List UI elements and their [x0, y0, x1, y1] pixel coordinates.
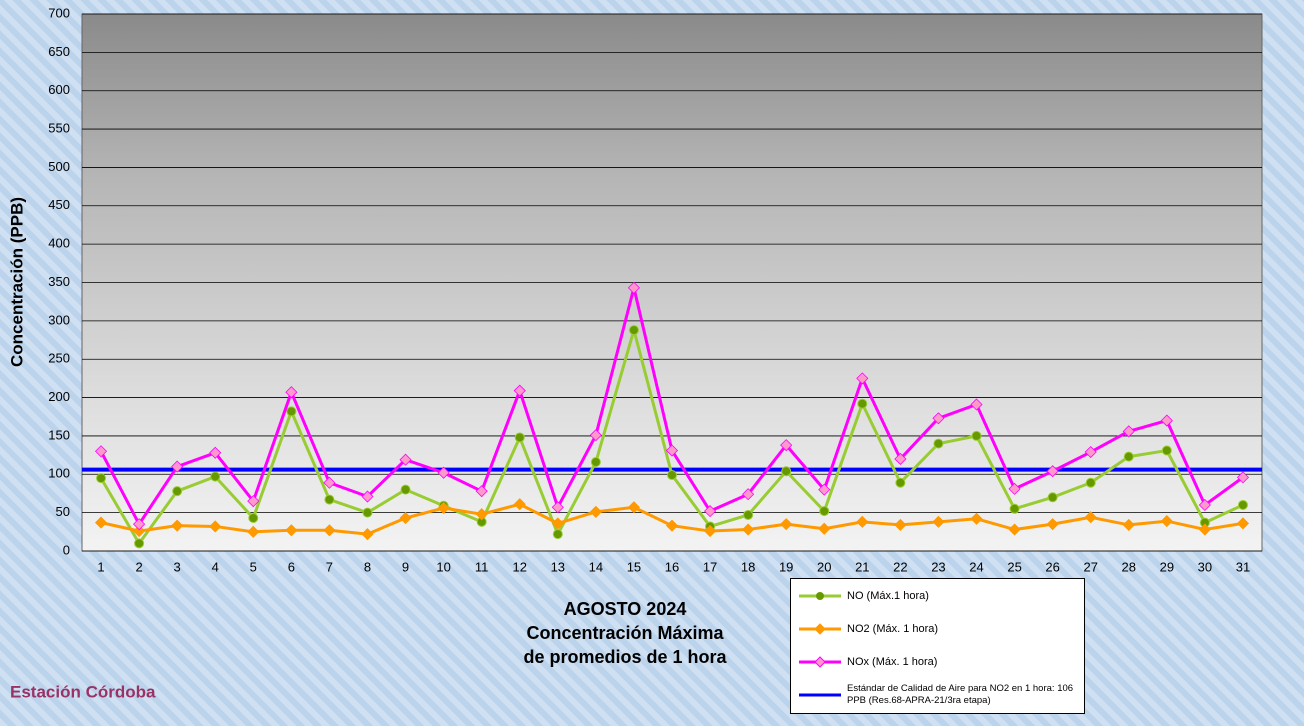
- y-tick-label: 100: [48, 466, 70, 481]
- legend-swatch: [791, 688, 847, 702]
- x-tick-label: 18: [741, 559, 755, 574]
- point: [668, 471, 677, 480]
- point: [744, 510, 753, 519]
- x-tick-label: 12: [513, 559, 527, 574]
- x-tick-label: 3: [174, 559, 181, 574]
- x-tick-label: 30: [1198, 559, 1212, 574]
- legend-marker: [815, 657, 825, 667]
- point: [1162, 446, 1171, 455]
- point: [1238, 500, 1247, 509]
- x-tick-label: 6: [288, 559, 295, 574]
- point: [211, 472, 220, 481]
- title-line: AGOSTO 2024: [564, 599, 687, 619]
- x-tick-label: 27: [1083, 559, 1097, 574]
- point: [782, 467, 791, 476]
- legend-label: Estándar de Calidad de Aire para NO2 en …: [847, 683, 1084, 707]
- point: [553, 530, 562, 539]
- legend-item: NO (Máx.1 hora): [791, 579, 1084, 612]
- point: [287, 407, 296, 416]
- point: [515, 433, 524, 442]
- y-tick-label: 500: [48, 159, 70, 174]
- point: [896, 478, 905, 487]
- y-axis-label: Concentración (PPB): [7, 197, 26, 367]
- x-tick-label: 5: [250, 559, 257, 574]
- x-tick-label: 11: [475, 559, 489, 574]
- y-tick-label: 0: [63, 542, 70, 557]
- y-tick-label: 550: [48, 121, 70, 136]
- y-tick-label: 50: [56, 504, 70, 519]
- y-tick-label: 600: [48, 82, 70, 97]
- point: [934, 439, 943, 448]
- x-tick-label: 26: [1045, 559, 1059, 574]
- legend: NO (Máx.1 hora) NO2 (Máx. 1 hora) NOx (Máx…: [790, 578, 1085, 714]
- point: [591, 458, 600, 467]
- legend-label: NOx (Máx. 1 hora): [847, 656, 937, 668]
- title-line: de promedios de 1 hora: [523, 647, 727, 667]
- legend-item: Estándar de Calidad de Aire para NO2 en …: [791, 678, 1084, 711]
- x-tick-label: 2: [135, 559, 142, 574]
- legend-item: NOx (Máx. 1 hora): [791, 645, 1084, 678]
- y-tick-label: 350: [48, 274, 70, 289]
- legend-item: NO2 (Máx. 1 hora): [791, 612, 1084, 645]
- point: [1048, 493, 1057, 502]
- x-tick-label: 15: [627, 559, 641, 574]
- legend-swatch: [791, 655, 847, 669]
- x-tick-label: 21: [855, 559, 869, 574]
- x-tick-label: 14: [589, 559, 603, 574]
- x-tick-label: 4: [212, 559, 219, 574]
- point: [1010, 504, 1019, 513]
- x-tick-label: 19: [779, 559, 793, 574]
- x-tick-label: 16: [665, 559, 679, 574]
- y-tick-label: 650: [48, 44, 70, 59]
- y-tick-label: 200: [48, 389, 70, 404]
- point: [629, 326, 638, 335]
- legend-label: NO2 (Máx. 1 hora): [847, 623, 938, 635]
- point: [135, 539, 144, 548]
- x-tick-label: 17: [703, 559, 717, 574]
- point: [97, 474, 106, 483]
- station-label: Estación Córdoba: [10, 682, 156, 701]
- x-tick-label: 7: [326, 559, 333, 574]
- y-tick-label: 250: [48, 351, 70, 366]
- chart: Concentración (PPB) AGOSTO 2024 Concentr…: [0, 0, 1304, 726]
- legend-marker: [815, 624, 825, 634]
- point: [363, 508, 372, 517]
- legend-label: NO (Máx.1 hora): [847, 590, 929, 602]
- page: Concentración (PPB) AGOSTO 2024 Concentr…: [0, 0, 1304, 726]
- y-tick-label: 700: [48, 5, 70, 20]
- legend-marker: [816, 592, 824, 600]
- x-tick-label: 25: [1007, 559, 1021, 574]
- point: [401, 485, 410, 494]
- y-tick-label: 300: [48, 312, 70, 327]
- title-line: Concentración Máxima: [526, 623, 724, 643]
- point: [325, 495, 334, 504]
- legend-swatch: [791, 589, 847, 603]
- x-tick-label: 9: [402, 559, 409, 574]
- x-tick-label: 20: [817, 559, 831, 574]
- y-tick-label: 450: [48, 197, 70, 212]
- point: [858, 399, 867, 408]
- point: [249, 514, 258, 523]
- y-tick-label: 400: [48, 236, 70, 251]
- x-tick-label: 23: [931, 559, 945, 574]
- x-tick-label: 24: [969, 559, 983, 574]
- point: [1124, 452, 1133, 461]
- x-tick-label: 22: [893, 559, 907, 574]
- x-tick-label: 10: [436, 559, 450, 574]
- point: [1086, 478, 1095, 487]
- y-tick-label: 150: [48, 427, 70, 442]
- x-tick-label: 29: [1160, 559, 1174, 574]
- legend-swatch: [791, 622, 847, 636]
- x-tick-label: 8: [364, 559, 371, 574]
- point: [820, 507, 829, 516]
- point: [173, 487, 182, 496]
- x-tick-label: 31: [1236, 559, 1250, 574]
- x-tick-label: 28: [1122, 559, 1136, 574]
- x-tick-label: 1: [97, 559, 104, 574]
- x-tick-label: 13: [551, 559, 565, 574]
- point: [972, 431, 981, 440]
